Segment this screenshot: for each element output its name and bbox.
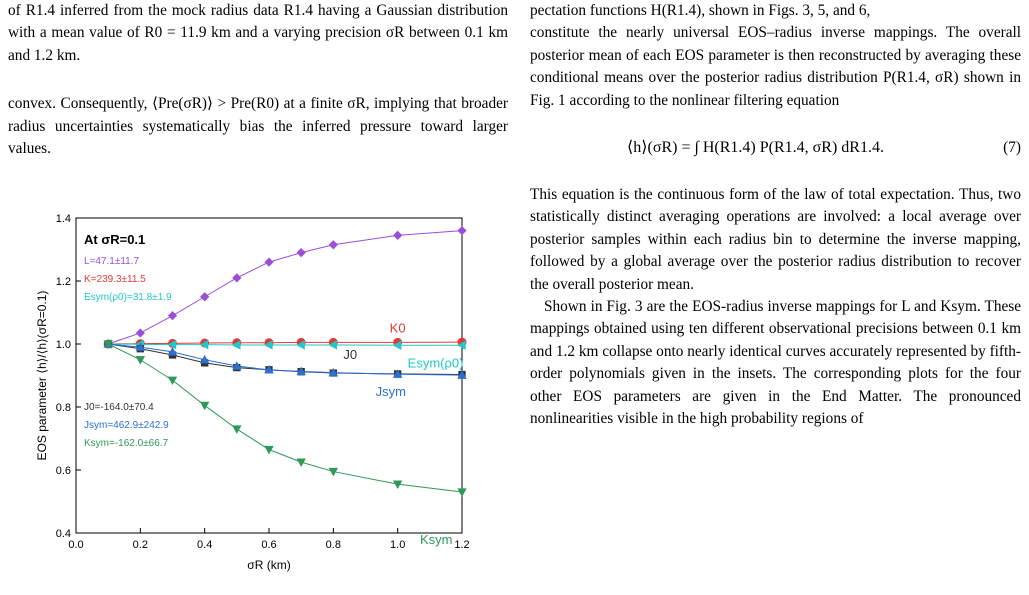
series-label-j0: J0 [343,347,357,362]
y-tick-label: 1.0 [56,339,71,351]
paragraph-mapping: constitute the nearly universal EOS–radi… [530,24,1021,109]
data-point [264,340,273,350]
data-point [392,369,403,378]
data-point [135,356,146,365]
data-point [328,340,337,350]
data-point [457,370,467,379]
data-point [296,248,306,258]
x-tick-label: 0.4 [197,539,212,551]
paragraph-figure3: Shown in Fig. 3 are the EOS-radius inver… [530,298,1022,428]
data-point [264,257,274,267]
series-group [103,225,467,497]
x-axis-label: σR (km) [247,558,290,572]
labels-group: L K0 Esym(ρ0) J0 Jsym Ksym At σR=0.1 L=47.1±11.… [84,191,464,547]
series-line [108,343,463,376]
equation-number: (7) [1003,138,1021,156]
series-label-jsym: Jsym [376,384,406,399]
annotation-top-1: K=239.3±11.5 [84,274,146,285]
data-point [392,480,403,489]
data-point [392,340,402,350]
paragraph-convexity: convex. Consequently, ⟨Pre(σR)⟩ > Pre(R0… [8,95,508,158]
annotation-top-0: L=47.1±11.7 [84,256,140,267]
y-tick-label: 0.8 [56,402,71,414]
chart-svg: 0.0 0.2 0.4 0.6 0.8 1.0 1.2 0.4 0.6 0.8 1.0 1.2 1.4 σ… [35,191,470,572]
series-line [107,343,463,493]
annotation-header: At σR=0.1 [84,232,145,247]
data-point [457,225,467,236]
data-point [232,273,242,283]
series-label-l: L [422,204,429,206]
data-point [167,347,178,356]
series-label-k0: K0 [390,320,406,335]
equation-7: ⟨h⟩(σR) = ∫ H(R1.4) P(R1.4, σR) dR1.4. (… [530,118,1021,178]
paragraph-mapping-line1: pectation functions H(R1.4), shown in Fi… [530,2,871,19]
y-axis-label: EOS parameter ⟨h⟩/⟨h⟩(σR=0.1) [35,291,49,461]
data-point [328,367,339,377]
equation-body: ⟨h⟩(σR) = ∫ H(R1.4) P(R1.4, σR) dR1.4. [627,138,884,156]
series-line [108,343,462,346]
right-column: pectation functions H(R1.4), shown in Fi… [530,0,1021,431]
series-label-ksym: Ksym [420,532,453,547]
data-point [264,365,274,374]
x-tick-label: 0.6 [261,539,276,551]
data-point [199,354,210,364]
data-point [328,240,338,250]
data-point [199,339,209,350]
data-point [232,425,242,434]
annotation-bottom-1: Jsym=462.9±242.9 [84,420,169,431]
left-column: of R1.4 inferred from the mock radius da… [8,0,508,160]
axes: 0.0 0.2 0.4 0.6 0.8 1.0 1.2 0.4 0.6 0.8 1.0 1.2 1.4 σ… [35,213,470,572]
x-tick-label: 0.0 [68,539,83,551]
annotation-bottom-2: Ksym=-162.0±66.7 [84,438,169,449]
y-tick-label: 0.6 [56,465,71,477]
figure-caption-tail: of R1.4 inferred from the mock radius da… [8,2,508,64]
y-tick-label: 1.2 [56,276,71,288]
data-point [167,376,178,386]
data-point [135,328,145,338]
data-point [232,340,241,350]
series-line [108,230,463,345]
y-tick-label: 0.4 [56,528,71,540]
data-point [167,311,178,321]
data-point [232,361,242,370]
data-point [135,342,146,351]
data-point [328,467,339,477]
series-line [108,341,463,345]
x-tick-label: 0.8 [326,539,341,551]
data-point [264,445,274,455]
data-point [200,292,210,302]
x-tick-label: 1.0 [390,539,405,551]
data-point [296,458,306,467]
annotation-bottom-0: J0=-164.0±70.4 [84,402,154,413]
data-point [457,488,467,497]
x-tick-label: 0.2 [133,539,148,551]
data-point [296,366,306,376]
data-point [457,340,466,350]
data-point [103,340,113,349]
data-point [167,339,177,350]
data-point [296,340,305,350]
x-tick-label: 1.2 [454,539,469,551]
annotation-top-2: Esym(ρ0)=31.8±1.9 [84,292,172,303]
paragraph-total-expectation: This equation is the continuous form of … [530,186,1021,293]
figure-ratio-vs-sigma: 0.0 0.2 0.4 0.6 0.8 1.0 1.2 0.4 0.6 0.8 1.0 1.2 1.4 σ… [0,191,500,590]
data-point [393,230,403,240]
y-tick-label: 1.4 [56,213,71,225]
series-label-esym-0-: Esym(ρ0) [408,355,464,370]
data-point [199,401,210,411]
